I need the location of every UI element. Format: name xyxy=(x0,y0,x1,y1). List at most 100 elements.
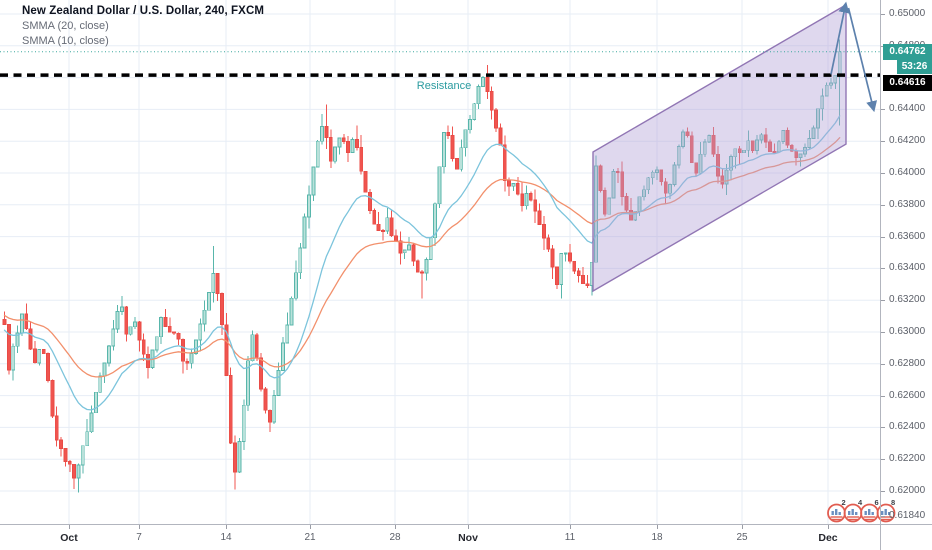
down-candle-body xyxy=(185,360,190,364)
up-candle-body xyxy=(807,137,812,148)
watermark: 2 4 6 8 xyxy=(826,496,906,535)
up-candle-body xyxy=(407,244,411,251)
up-candle-body xyxy=(80,445,85,466)
down-candle-body xyxy=(720,175,725,185)
down-candle-body xyxy=(615,170,620,173)
time-axis-tick xyxy=(310,525,311,529)
up-candle-body xyxy=(733,148,738,158)
down-candle-body xyxy=(254,334,259,359)
down-candle-body xyxy=(454,158,459,170)
down-candle-body xyxy=(515,182,520,195)
up-candle-body xyxy=(668,183,672,194)
up-candle-body xyxy=(698,153,703,174)
down-candle-body xyxy=(420,271,425,274)
down-candle-body xyxy=(533,199,538,212)
indicator-row-smma10[interactable]: SMMA (10, close) xyxy=(22,35,109,47)
watermark-icon: 2 xyxy=(827,498,846,523)
down-candle-body xyxy=(694,162,699,174)
up-candle-body xyxy=(237,441,242,473)
time-axis-label: 21 xyxy=(304,532,316,543)
up-candle-body xyxy=(111,328,116,347)
up-candle-body xyxy=(207,292,211,311)
time-axis-label: 18 xyxy=(651,532,663,543)
up-candle-body xyxy=(102,362,107,377)
watermark-icon: 8 xyxy=(876,498,896,523)
up-candle-body xyxy=(385,217,390,232)
down-candle-body xyxy=(328,137,333,162)
price-axis[interactable]: 0.64762 53:26 0.64616 0.650000.648000.64… xyxy=(880,0,932,550)
down-candle-body xyxy=(624,195,629,211)
down-candle-body xyxy=(137,321,142,341)
up-candle-body xyxy=(642,189,646,198)
down-candle-body xyxy=(354,138,359,148)
down-candle-body xyxy=(215,272,220,294)
time-axis-label: 28 xyxy=(389,532,401,543)
down-candle-body xyxy=(2,318,7,325)
down-candle-body xyxy=(659,169,664,183)
down-candle-body xyxy=(389,217,394,237)
up-candle-body xyxy=(276,370,281,397)
up-candle-body xyxy=(154,336,159,351)
up-candle-body xyxy=(428,237,433,260)
down-candle-body xyxy=(72,463,76,479)
down-candle-body xyxy=(663,181,668,194)
up-candle-body xyxy=(120,306,124,312)
up-candle-body xyxy=(350,138,355,153)
down-candle-body xyxy=(507,180,512,187)
up-candle-body xyxy=(759,134,764,141)
price-axis-label: 0.63600 xyxy=(889,231,926,242)
price-axis-tick xyxy=(881,109,885,110)
down-candle-body xyxy=(598,165,603,191)
resistance-label[interactable]: Resistance xyxy=(417,80,471,92)
up-candle-body xyxy=(202,309,207,325)
down-candle-body xyxy=(502,144,507,182)
down-candle-body xyxy=(789,144,794,152)
up-candle-body xyxy=(707,134,712,143)
time-axis-label: Dec xyxy=(818,532,838,544)
up-candle-body xyxy=(285,324,290,344)
up-candle-body xyxy=(294,272,298,299)
price-axis-tick xyxy=(881,205,885,206)
time-axis-tick xyxy=(69,525,70,529)
down-candle-body xyxy=(394,235,398,242)
up-candle-body xyxy=(820,95,825,110)
down-candle-body xyxy=(341,137,346,142)
down-candle-body xyxy=(220,292,224,326)
projection-arrow-down[interactable] xyxy=(847,7,878,113)
up-candle-body xyxy=(11,345,16,371)
time-axis-label: 14 xyxy=(220,532,232,543)
parallel-channel-drawing[interactable] xyxy=(592,3,847,293)
up-candle-body xyxy=(93,391,98,414)
up-candle-body xyxy=(98,375,103,393)
up-candle-body xyxy=(198,323,203,341)
up-candle-body xyxy=(746,140,751,151)
up-candle-body xyxy=(481,77,485,87)
projection-arrow-up[interactable] xyxy=(830,1,850,75)
down-candle-body xyxy=(772,151,777,154)
down-candle-body xyxy=(124,306,129,335)
time-axis-tick xyxy=(742,525,743,529)
up-candle-body xyxy=(107,345,111,364)
price-axis-label: 0.63400 xyxy=(889,262,926,273)
watermark-number: 6 xyxy=(875,498,879,507)
up-candle-body xyxy=(241,404,246,442)
down-candle-body xyxy=(372,210,377,225)
down-candle-body xyxy=(263,388,268,411)
time-axis[interactable]: Oct 7 14 21 28 Nov 11 18 25 Dec xyxy=(0,524,932,550)
symbol-title[interactable]: New Zealand Dollar / U.S. Dollar, 240, F… xyxy=(22,5,265,17)
up-candle-body xyxy=(676,146,681,166)
up-candle-body xyxy=(302,216,307,249)
down-candle-body xyxy=(6,324,11,371)
down-candle-body xyxy=(450,135,455,160)
up-candle-body xyxy=(250,334,255,362)
indicator-row-smma20[interactable]: SMMA (20, close) xyxy=(22,20,109,32)
down-candle-body xyxy=(550,248,555,268)
up-candle-body xyxy=(315,140,320,168)
down-candle-body xyxy=(180,338,185,362)
down-candle-body xyxy=(33,348,37,364)
time-axis-label: Nov xyxy=(458,532,478,544)
down-candle-body xyxy=(46,353,50,381)
countdown-badge: 53:26 xyxy=(897,60,932,74)
